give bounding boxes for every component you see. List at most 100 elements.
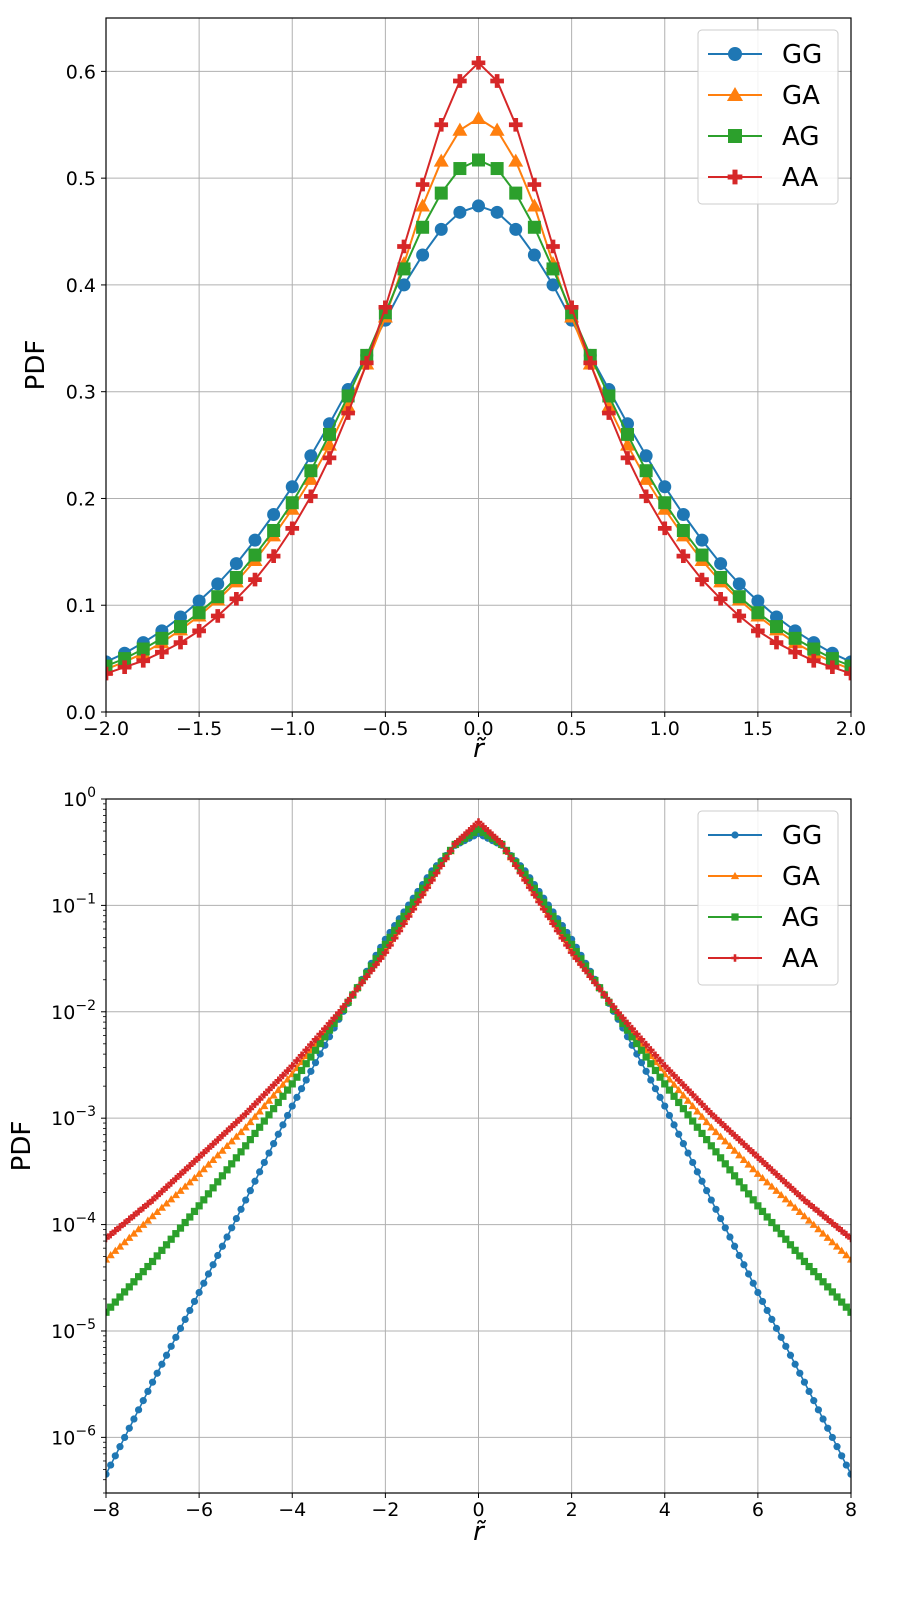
data-point-AA [530, 891, 539, 899]
data-point-GA [814, 1225, 823, 1233]
data-point-AG [372, 955, 380, 963]
data-point-AG [323, 427, 336, 441]
data-point-AG [311, 1046, 320, 1054]
data-point-AA [751, 624, 765, 638]
data-point-AA [237, 1114, 245, 1122]
data-point-GG [181, 1315, 189, 1324]
data-point-AA [192, 624, 206, 638]
legend-label-AG: AG [782, 903, 819, 933]
data-point-GA [832, 1242, 842, 1250]
data-point-AA [488, 831, 497, 839]
data-point-AG [414, 891, 422, 899]
data-point-AG [423, 877, 431, 885]
data-point-AG [665, 1086, 674, 1094]
data-point-AA [763, 1161, 771, 1170]
data-point-AG [675, 1098, 683, 1107]
data-point-AA [712, 1114, 720, 1122]
data-point-AA [470, 822, 478, 831]
data-point-GA [274, 1085, 283, 1094]
data-point-GG [758, 1297, 767, 1306]
data-point-GG [661, 1102, 669, 1110]
data-point-AG [465, 831, 473, 840]
data-point-GA [767, 1182, 776, 1190]
data-point-AA [255, 1095, 264, 1104]
series-AG-bottom [106, 825, 851, 1316]
data-point-AA [111, 1227, 120, 1235]
data-point-AA [322, 451, 337, 465]
data-point-GG [751, 594, 765, 608]
data-point-AA [791, 1187, 799, 1196]
data-point-AA [564, 300, 579, 315]
data-point-AG [521, 870, 529, 878]
x-tick-label: −2 [371, 1499, 399, 1521]
data-point-GA [601, 399, 617, 413]
data-point-AA [623, 1019, 632, 1028]
data-point-AA [248, 572, 262, 587]
data-point-AG [232, 1154, 240, 1162]
plot-frame-bottom [105, 798, 852, 1494]
data-point-AG [639, 464, 653, 478]
data-point-AA [227, 1123, 236, 1131]
data-point-AG [693, 1123, 701, 1131]
data-point-AG [367, 962, 376, 970]
data-point-AG [130, 1278, 138, 1286]
data-point-AA [341, 406, 355, 420]
data-point-AG [807, 642, 821, 656]
data-point-AG [106, 1308, 110, 1316]
y-tick-mantissa: 10 [51, 895, 75, 917]
data-point-GG [297, 1085, 306, 1093]
data-point-AA [349, 990, 357, 999]
data-point-AG [248, 548, 262, 562]
data-point-GG [176, 1324, 185, 1332]
data-point-GG [782, 1342, 790, 1350]
y-tick-exponent: −1 [75, 891, 96, 907]
data-point-AA [619, 1014, 627, 1022]
data-point-AG [209, 1184, 217, 1192]
data-point-GG [144, 1387, 152, 1396]
data-point-AG [474, 825, 483, 834]
data-point-GA [679, 1091, 688, 1099]
data-point-GA [153, 1207, 162, 1216]
data-point-AA [316, 1030, 324, 1038]
data-point-GA [278, 1080, 288, 1088]
y-tick-label: 0.5 [66, 168, 96, 190]
data-point-AA [442, 854, 450, 863]
data-point-GA [125, 1233, 134, 1241]
data-point-AG [490, 162, 504, 176]
data-point-GA [804, 1216, 814, 1224]
data-point-AG [707, 1142, 715, 1150]
data-point-AG [167, 1235, 175, 1243]
legend-marker-GG [731, 831, 739, 839]
data-point-AG [721, 1160, 729, 1168]
data-point-AA [209, 1140, 217, 1148]
data-point-AG [577, 955, 585, 963]
data-point-GG [656, 1093, 664, 1101]
data-point-AA [730, 1131, 739, 1140]
data-point-GA [199, 1165, 208, 1173]
x-tick-label: 1.5 [743, 718, 773, 740]
data-point-GA [638, 471, 654, 485]
series-AA-bottom [106, 818, 851, 1243]
y-tick-label: 100 [63, 785, 96, 811]
data-point-AA [628, 1024, 636, 1033]
data-point-GA [669, 1080, 679, 1088]
data-point-AA [539, 905, 548, 914]
data-point-GG [106, 1470, 110, 1478]
data-point-AA [418, 891, 427, 899]
data-point-GA [697, 1112, 707, 1120]
data-point-AG [516, 864, 525, 872]
data-point-GG [121, 1433, 129, 1442]
data-point-AA [195, 1153, 203, 1161]
data-point-GA [809, 1220, 818, 1228]
data-point-AG [768, 1218, 776, 1227]
data-point-AG [256, 1123, 264, 1131]
data-point-AA [788, 645, 802, 660]
data-point-GG [707, 1196, 715, 1204]
data-point-AG [540, 898, 548, 906]
data-point-AG [302, 1060, 310, 1068]
data-point-GA [730, 1146, 739, 1154]
legend-marker-AA [731, 954, 739, 962]
data-point-AA [769, 635, 784, 650]
data-point-AA [148, 1196, 157, 1204]
